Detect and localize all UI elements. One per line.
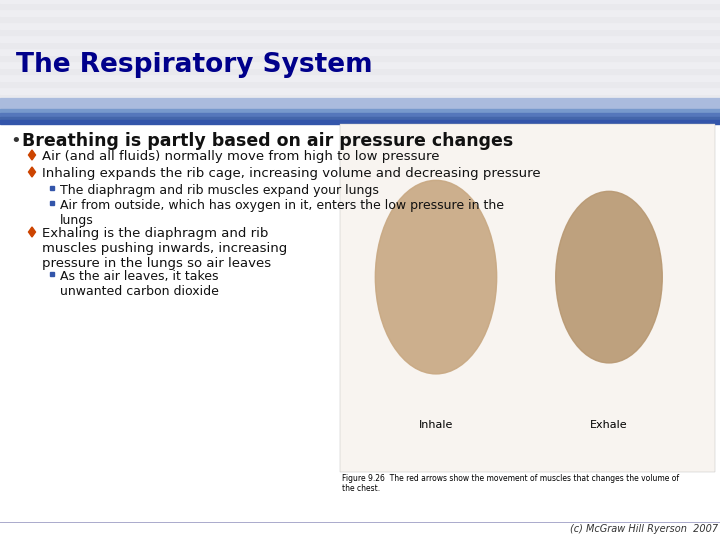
Bar (0, 35, 720, 42)
Bar (0, 9, 720, 16)
Text: Figure 9.26  The red arrows show the movement of muscles that changes the volume: Figure 9.26 The red arrows show the move… (342, 474, 679, 494)
Text: •: • (10, 132, 21, 150)
Bar (0, 113, 720, 118)
Polygon shape (29, 150, 35, 160)
Bar (0, 98, 720, 110)
Bar (0, 0, 720, 3)
Ellipse shape (556, 191, 662, 363)
Bar (0, 93, 720, 100)
Text: Inhaling expands the rib cage, increasing volume and decreasing pressure: Inhaling expands the rib cage, increasin… (42, 167, 541, 180)
Polygon shape (29, 167, 35, 177)
Bar (0, 15, 720, 22)
Bar (0, 2, 720, 9)
Polygon shape (29, 227, 35, 237)
Bar (0, 98, 720, 540)
Bar (50, 272, 54, 276)
Text: Air from outside, which has oxygen in it, enters the low pressure in the
lungs: Air from outside, which has oxygen in it… (60, 199, 504, 227)
Text: The diaphragm and rib muscles expand your lungs: The diaphragm and rib muscles expand you… (60, 184, 379, 197)
Bar (0, 117, 720, 121)
Text: As the air leaves, it takes
unwanted carbon dioxide: As the air leaves, it takes unwanted car… (60, 270, 219, 298)
Bar (0, 120, 720, 124)
Bar (0, 54, 720, 61)
Bar (0, 22, 720, 29)
Bar (0, 80, 720, 87)
Text: The Respiratory System: The Respiratory System (16, 52, 373, 78)
Text: (c) McGraw Hill Ryerson  2007: (c) McGraw Hill Ryerson 2007 (570, 524, 718, 534)
Bar (50, 186, 54, 190)
Text: Exhale: Exhale (590, 420, 628, 430)
Ellipse shape (375, 180, 497, 374)
Bar (50, 201, 54, 205)
Text: Exhaling is the diaphragm and rib
muscles pushing inwards, increasing
pressure i: Exhaling is the diaphragm and rib muscle… (42, 227, 287, 270)
Bar (340, 124, 715, 472)
Text: Air (and all fluids) normally move from high to low pressure: Air (and all fluids) normally move from … (42, 150, 439, 163)
Text: Breathing is partly based on air pressure changes: Breathing is partly based on air pressur… (22, 132, 513, 150)
Bar (0, 67, 720, 74)
Bar (0, 60, 720, 68)
Text: Inhale: Inhale (419, 420, 453, 430)
Bar (0, 48, 720, 55)
Bar (0, 109, 720, 114)
Bar (0, 41, 720, 48)
Bar (0, 73, 720, 80)
Bar (0, 28, 720, 35)
Bar (0, 86, 720, 93)
